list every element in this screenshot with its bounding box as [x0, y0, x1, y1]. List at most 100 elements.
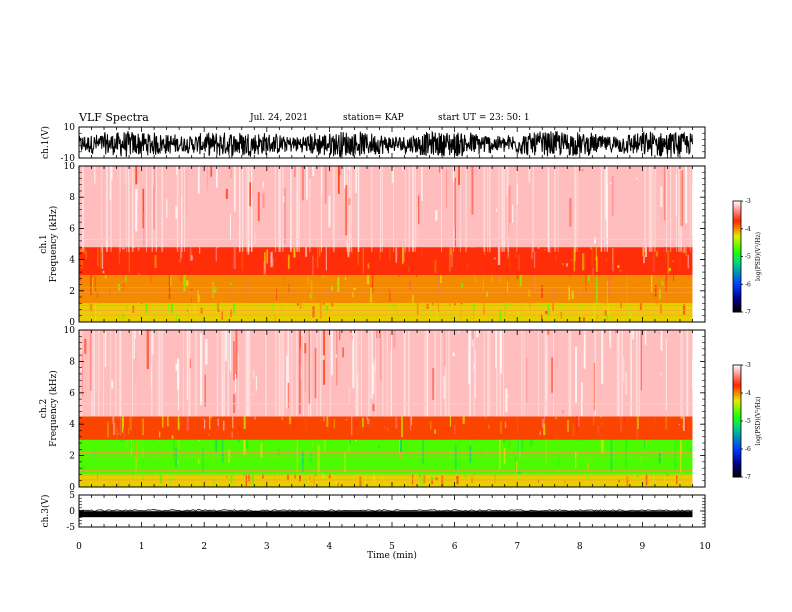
spectrogram-streak	[85, 458, 87, 473]
spectrogram-streak	[324, 477, 326, 485]
spectrogram-streak	[496, 275, 498, 281]
spectrogram-streak	[503, 166, 505, 252]
spectrogram-streak	[146, 330, 149, 370]
colorbar-cell	[733, 297, 741, 300]
spectrogram-streak	[346, 166, 348, 252]
spectrogram-streak	[488, 450, 491, 460]
y-tick-label: 6	[69, 389, 75, 399]
spectrogram-streak	[543, 303, 546, 306]
spectrogram-streak	[190, 255, 193, 261]
spectrogram-streak	[247, 247, 250, 255]
spectrogram-streak	[307, 479, 309, 483]
colorbar-tick-label: -3	[745, 198, 751, 205]
colorbar-cell	[733, 441, 741, 444]
spectrogram-streak	[620, 416, 622, 433]
spectrogram-streak	[505, 247, 507, 249]
colorbar-cell	[733, 210, 741, 213]
spectrogram-streak	[135, 189, 138, 232]
spectrogram-streak	[531, 247, 533, 260]
spectrogram-streak	[408, 281, 412, 290]
spectrogram-streak	[312, 255, 314, 275]
colorbar-cell	[733, 465, 741, 469]
spectrogram-streak	[600, 416, 602, 418]
spectrogram-streak	[507, 166, 509, 252]
spectrogram-streak	[605, 166, 608, 220]
spectrogram-streak	[565, 263, 568, 267]
spectrogram-streak	[375, 330, 378, 339]
spectrogram-streak	[183, 275, 186, 292]
spectrogram-streak	[293, 166, 296, 177]
spectrogram-streak	[660, 330, 663, 351]
spectrogram-streak	[344, 166, 346, 189]
spectrogram-streak	[630, 330, 633, 417]
chart-title: VLF Spectra	[79, 111, 149, 124]
colorbar-cell	[733, 394, 741, 398]
spectrogram-streak	[296, 166, 299, 252]
spectrogram-streak	[576, 166, 578, 252]
spectrogram-streak	[482, 278, 484, 291]
spectrogram-streak	[314, 347, 317, 399]
y-tick-label: 4	[69, 420, 75, 430]
y-tick-label: -10	[61, 154, 76, 164]
spectrogram-streak	[497, 247, 501, 265]
spectrogram-streak	[114, 166, 116, 193]
spectrogram-streak	[345, 185, 348, 236]
spectrogram-streak	[551, 357, 554, 393]
spectrogram-streak	[530, 477, 532, 480]
spectrogram-streak	[401, 247, 404, 265]
colorbar-cell	[733, 278, 741, 282]
spectrogram-streak	[616, 330, 619, 417]
spectrogram-streak	[142, 188, 145, 229]
spectrogram-streak	[339, 330, 341, 340]
spectrogram-streak	[357, 330, 359, 375]
spectrogram-streak	[135, 166, 138, 185]
spectrogram-streak	[435, 477, 438, 481]
spectrogram-streak	[321, 303, 324, 305]
spectrogram-streak	[537, 247, 540, 249]
spectrogram-streak	[237, 354, 239, 410]
spectrogram-streak	[609, 330, 612, 349]
spectrogram-streak	[181, 166, 183, 252]
spectrogram-streak	[508, 256, 511, 268]
spectrogram-streak	[461, 269, 464, 273]
spectrogram-streak	[488, 424, 490, 429]
spectrogram-streak	[487, 166, 489, 252]
spectrogram-streak	[672, 275, 675, 281]
colorbar-cell	[733, 421, 741, 424]
spectrogram-streak	[395, 416, 398, 429]
spectrogram-streak	[426, 330, 429, 417]
spectrogram-streak	[461, 283, 464, 289]
spectrogram-streak	[645, 307, 648, 309]
spectrogram-streak	[517, 275, 519, 280]
spectrogram-streak	[581, 382, 583, 417]
spectrogram-streak	[185, 170, 188, 215]
spectrogram-streak	[430, 476, 434, 480]
spectrogram-streak	[151, 330, 153, 417]
spectrogram-streak	[90, 275, 92, 295]
colorbar-cell	[733, 460, 741, 463]
spectrogram-streak	[390, 330, 392, 351]
spectrogram-streak	[94, 166, 96, 184]
spectrogram-streak	[495, 330, 497, 369]
spectrogram-streak	[175, 205, 178, 219]
spectrogram-streak	[120, 439, 123, 442]
spectrogram-streak	[427, 474, 429, 478]
spectrogram-streak	[532, 166, 534, 252]
spectrogram-streak	[180, 275, 182, 282]
spectrogram-streak	[298, 166, 300, 252]
colorbar-cell	[733, 374, 741, 377]
spectrogram-streak	[266, 249, 268, 264]
y-tick-label: 0	[69, 483, 75, 493]
spectrogram-streak	[171, 435, 174, 439]
spectrogram-streak	[674, 439, 677, 471]
spectrogram-streak	[245, 439, 249, 449]
spectrogram-streak	[572, 423, 575, 437]
spectrogram-streak	[358, 166, 360, 252]
colorbar-tick-label: -6	[745, 281, 751, 288]
spectrogram-streak	[500, 318, 502, 322]
spectrogram-streak	[231, 259, 234, 274]
spectrogram-streak	[386, 330, 388, 417]
spectrogram-streak	[323, 439, 326, 452]
spectrogram-streak	[181, 195, 183, 245]
spectrogram-streak	[520, 439, 523, 441]
